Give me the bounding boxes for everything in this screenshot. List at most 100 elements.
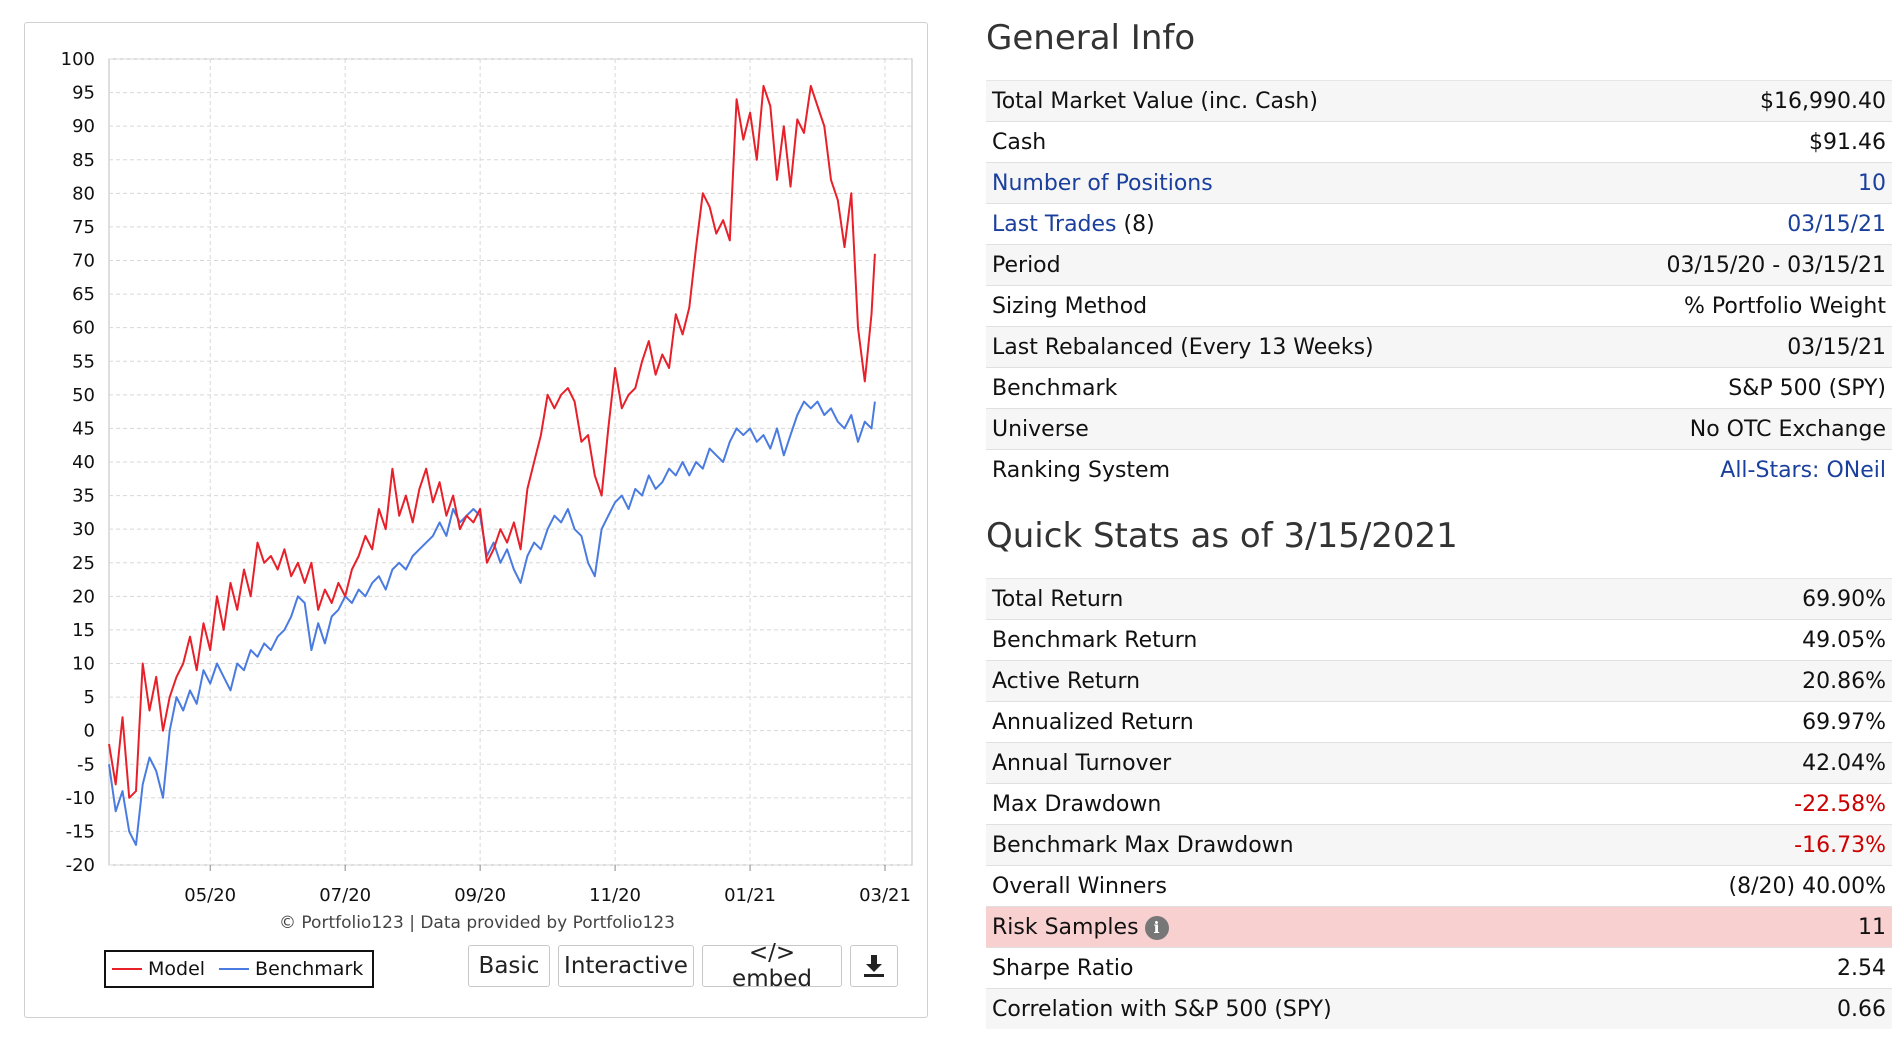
row-label: Total Return [986,578,1598,620]
y-tick-label: 35 [72,486,95,507]
y-tick-label: -10 [66,788,95,809]
max-drawdown-value: -22.58% [1597,783,1892,825]
row-label: Benchmark Return [986,619,1598,661]
positions-count-link[interactable]: 10 [1858,170,1886,196]
ranking-system-link[interactable]: All-Stars: ONeil [1720,457,1886,483]
row-value: (8/20) 40.00% [1597,865,1892,907]
table-row-highlighted: Risk Samples i 11 [986,906,1892,948]
row-label: Total Market Value (inc. Cash) [986,80,1557,122]
y-tick-label: 80 [72,183,95,204]
y-tick-label: -20 [66,855,95,876]
table-row: Annualized Return 69.97% [986,701,1892,743]
y-tick-label: 20 [72,586,95,607]
interactive-button[interactable]: Interactive [558,945,694,987]
quick-stats-table: Total Return 69.90% Benchmark Return 49.… [986,578,1892,1029]
last-trades-date-link[interactable]: 03/15/21 [1787,211,1886,237]
y-tick-label: 10 [72,654,95,675]
row-value: 69.90% [1597,578,1892,620]
embed-button[interactable]: </> embed [702,940,842,992]
general-info-table: Total Market Value (inc. Cash) $16,990.4… [986,80,1892,490]
y-tick-label: 100 [61,49,95,70]
table-row: Last Rebalanced (Every 13 Weeks) 03/15/2… [986,326,1892,368]
y-tick-label: 55 [72,351,95,372]
row-label: Ranking System [986,449,1557,490]
y-tick-label: 65 [72,284,95,305]
table-row: Sharpe Ratio 2.54 [986,947,1892,989]
y-tick-label: -15 [66,821,95,842]
row-label: Max Drawdown [986,783,1598,825]
x-tick-label: 11/20 [589,885,641,903]
row-value: S&P 500 (SPY) [1556,367,1892,409]
table-row: Total Return 69.90% [986,578,1892,620]
y-tick-label: 90 [72,116,95,137]
row-label: Correlation with S&P 500 (SPY) [986,988,1598,1029]
row-label: Benchmark Max Drawdown [986,824,1598,866]
y-tick-label: 30 [72,519,95,540]
legend-model: Model [112,958,205,980]
row-value: 20.86% [1597,660,1892,702]
row-value: $91.46 [1556,121,1892,163]
row-value: 03/15/21 [1556,326,1892,368]
row-value: No OTC Exchange [1556,408,1892,450]
row-label: Last Rebalanced (Every 13 Weeks) [986,326,1557,368]
table-row: Total Market Value (inc. Cash) $16,990.4… [986,80,1892,122]
y-tick-label: 15 [72,620,95,641]
download-button[interactable] [850,945,898,987]
table-row: Universe No OTC Exchange [986,408,1892,450]
table-row: Overall Winners (8/20) 40.00% [986,865,1892,907]
table-row: Ranking System All-Stars: ONeil [986,449,1892,490]
row-value: $16,990.40 [1556,80,1892,122]
chart-credit: © Portfolio123 | Data provided by Portfo… [279,913,675,933]
table-row: Correlation with S&P 500 (SPY) 0.66 [986,988,1892,1029]
chart-legend: Model Benchmark [104,950,374,988]
info-icon[interactable]: i [1144,915,1169,940]
legend-model-label: Model [148,958,206,980]
table-row: Active Return 20.86% [986,660,1892,702]
row-value: % Portfolio Weight [1556,285,1892,327]
table-row: Benchmark S&P 500 (SPY) [986,367,1892,409]
row-value: 42.04% [1597,742,1892,784]
row-value: 03/15/20 - 03/15/21 [1556,244,1892,286]
table-row: Benchmark Max Drawdown -16.73% [986,824,1892,866]
row-value: 11 [1597,906,1892,948]
performance-chart: -20 -15 -10 -5 0 5 10 15 20 25 30 35 40 45 50 55 60 65 70 7… [61,49,913,903]
y-tick-label: -5 [77,754,95,775]
last-trades-link[interactable]: Last Trades [992,211,1117,237]
number-of-positions-link[interactable]: Number of Positions [992,170,1213,196]
y-tick-label: 60 [72,318,95,339]
quick-stats-title: Quick Stats as of 3/15/2021 [986,516,1458,556]
x-tick-label: 05/20 [184,885,236,903]
y-tick-label: 5 [84,687,95,708]
row-value: 2.54 [1597,947,1892,989]
download-icon [864,955,884,977]
table-row: Cash $91.46 [986,121,1892,163]
basic-button[interactable]: Basic [468,945,550,987]
y-tick-label: 0 [84,721,95,742]
legend-benchmark-label: Benchmark [255,958,364,980]
row-label: Risk Samples [992,914,1139,940]
x-tick-label: 07/20 [319,885,371,903]
y-tick-label: 40 [72,452,95,473]
y-tick-label: 95 [72,83,95,104]
row-label: Benchmark [986,367,1557,409]
row-value: 49.05% [1597,619,1892,661]
y-tick-label: 75 [72,217,95,238]
y-tick-label: 70 [72,251,95,272]
table-row: Period 03/15/20 - 03/15/21 [986,244,1892,286]
row-label: Overall Winners [986,865,1598,907]
benchmark-max-drawdown-value: -16.73% [1597,824,1892,866]
legend-benchmark-swatch [219,968,250,970]
row-value: 69.97% [1597,701,1892,743]
x-tick-label: 03/21 [859,885,911,903]
y-tick-label: 25 [72,553,95,574]
benchmark-series-line [108,400,876,846]
last-trades-count: (8) [1116,211,1155,237]
y-tick-label: 45 [72,418,95,439]
row-label: Annual Turnover [986,742,1598,784]
chart-panel: -20 -15 -10 -5 0 5 10 15 20 25 30 35 40 45 50 55 60 65 70 7… [24,22,928,1018]
table-row: Sizing Method % Portfolio Weight [986,285,1892,327]
table-row: Max Drawdown -22.58% [986,783,1892,825]
row-label: Cash [986,121,1557,163]
row-label: Annualized Return [986,701,1598,743]
x-tick-label: 01/21 [724,885,776,903]
